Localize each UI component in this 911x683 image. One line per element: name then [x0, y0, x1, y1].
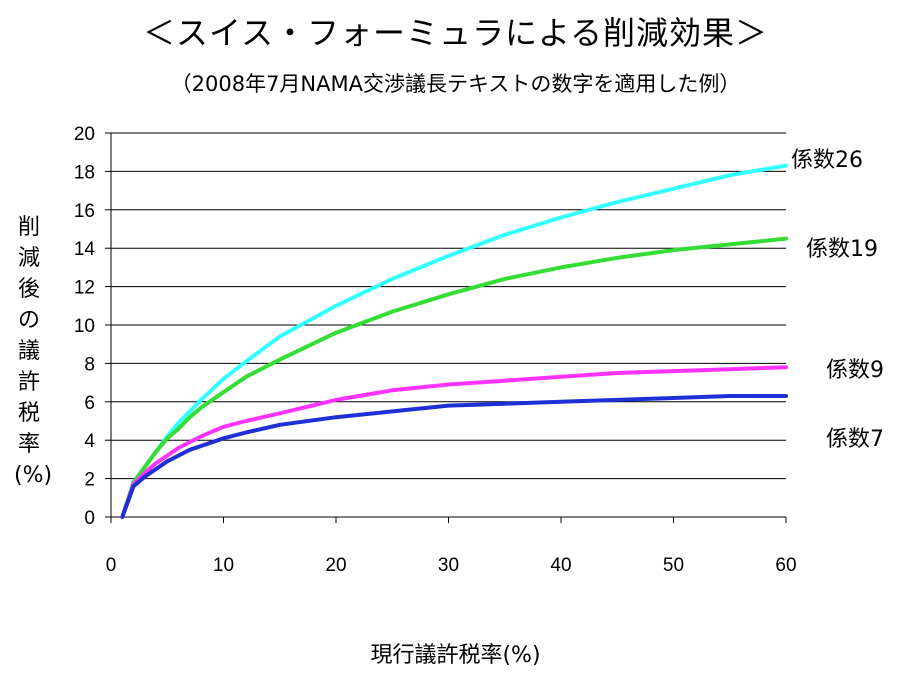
series-line — [120, 365, 788, 519]
series-line — [120, 236, 788, 519]
series-labels: 係数26 係数19 係数9 係数7 — [791, 148, 884, 452]
y-tick-label: 2 — [84, 470, 95, 491]
chart-title: ＜スイス・フォーミュラによる削減効果＞ — [142, 14, 769, 52]
y-tick-label: 12 — [74, 278, 95, 299]
y-tick-label: 10 — [74, 316, 95, 337]
x-tick-label: 40 — [550, 555, 571, 576]
x-tick-label: 50 — [663, 555, 684, 576]
x-tick-label: 30 — [438, 555, 459, 576]
x-tick-label: 60 — [775, 555, 796, 576]
series-label: 係数9 — [826, 358, 884, 383]
x-axis-label: 現行議許税率(%) — [370, 643, 541, 668]
axes: 0 2 4 6 8 10 12 14 16 18 20 0 10 20 30 40 50 60 — [74, 124, 797, 576]
series-lines — [120, 163, 788, 519]
x-tick-label: 10 — [213, 555, 234, 576]
series-label: 係数26 — [791, 148, 863, 173]
series-line — [120, 163, 788, 519]
y-tick-label: 20 — [74, 124, 95, 145]
x-tick-label: 20 — [325, 555, 346, 576]
y-tick-label: 18 — [74, 162, 95, 183]
series-label: 係数7 — [826, 427, 884, 452]
series-line — [120, 394, 788, 519]
y-tick-label: 8 — [84, 354, 95, 375]
chart-subtitle: （2008年7月NAMA交渉議長テキストの数字を適用した例） — [170, 72, 741, 96]
y-tick-label: 4 — [84, 431, 95, 452]
x-tick-label: 0 — [106, 555, 117, 576]
series-label: 係数19 — [806, 237, 878, 262]
y-tick-label: 0 — [84, 508, 95, 529]
y-tick-label: 16 — [74, 201, 95, 222]
y-tick-label: 14 — [74, 239, 96, 260]
y-tick-label: 6 — [84, 393, 95, 414]
